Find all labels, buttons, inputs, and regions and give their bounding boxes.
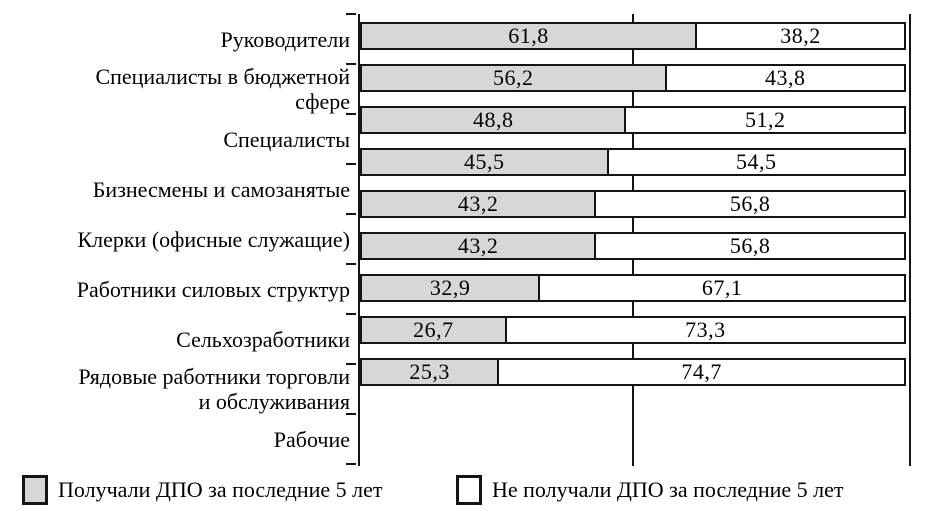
bar-segment-not-received: 54,5 bbox=[608, 149, 904, 174]
bar-segment-not-received: 51,2 bbox=[626, 108, 904, 132]
bar-value-not-received: 73,3 bbox=[685, 317, 726, 342]
bar-row: 45,5 54,5 bbox=[360, 148, 906, 176]
y-axis-tick bbox=[346, 463, 356, 465]
bar-value-received: 45,5 bbox=[464, 149, 505, 174]
bars-container: 61,8 38,2 56,2 43,8 48,8 51,2 45,5 54,5 … bbox=[360, 22, 906, 386]
y-axis-tick bbox=[346, 313, 356, 315]
legend-swatch-not-received-icon bbox=[456, 475, 482, 505]
bar-value-received: 56,2 bbox=[493, 65, 534, 90]
bar-value-not-received: 56,8 bbox=[729, 191, 771, 216]
category-label: Рабочие bbox=[273, 426, 350, 452]
legend-label-not-received: Не получали ДПО за последние 5 лет bbox=[492, 477, 844, 502]
legend-swatch-received-icon bbox=[22, 475, 48, 505]
bar-segment-received: 43,2 bbox=[362, 233, 597, 258]
bar-value-not-received: 67,1 bbox=[701, 275, 743, 300]
y-axis-tick bbox=[346, 163, 356, 165]
category-label: Работники силовых структур bbox=[76, 276, 350, 302]
bar-segment-received: 56,2 bbox=[362, 66, 667, 90]
bar-segment-not-received: 56,8 bbox=[596, 234, 904, 258]
bar-segment-received: 48,8 bbox=[362, 107, 627, 132]
category-label: Рядовые работники торговли и обслуживани… bbox=[78, 364, 350, 414]
bar-segment-not-received: 43,8 bbox=[666, 65, 904, 90]
bar-segment-received: 25,3 bbox=[362, 359, 500, 384]
category-label: Руководители bbox=[220, 26, 350, 52]
bar-segment-not-received: 73,3 bbox=[506, 317, 904, 342]
category-label: Бизнесмены и самозанятые bbox=[92, 176, 350, 202]
plot-area: 61,8 38,2 56,2 43,8 48,8 51,2 45,5 54,5 … bbox=[346, 13, 911, 466]
legend-label-received: Получали ДПО за последние 5 лет bbox=[58, 477, 383, 502]
bar-value-received: 26,7 bbox=[413, 317, 454, 342]
category-label: Клерки (офисные служащие) bbox=[77, 226, 350, 252]
bar-segment-received: 43,2 bbox=[362, 191, 597, 216]
category-label: Специалисты в бюджетной сфере bbox=[95, 64, 350, 114]
bar-row: 26,7 73,3 bbox=[360, 316, 906, 344]
bar-row: 32,9 67,1 bbox=[360, 274, 906, 302]
bar-row: 48,8 51,2 bbox=[360, 106, 906, 134]
bar-row: 43,2 56,8 bbox=[360, 232, 906, 260]
legend: Получали ДПО за последние 5 лет Не получ… bbox=[0, 474, 930, 512]
bar-value-not-received: 43,8 bbox=[765, 65, 806, 90]
bar-value-received: 61,8 bbox=[508, 23, 549, 48]
bar-value-not-received: 38,2 bbox=[780, 23, 821, 48]
bar-segment-received: 26,7 bbox=[362, 318, 507, 342]
bar-row: 43,2 56,8 bbox=[360, 190, 906, 218]
category-label: Специалисты bbox=[223, 126, 350, 152]
bar-value-received: 43,2 bbox=[457, 191, 499, 216]
legend-item-received-dpo: Получали ДПО за последние 5 лет bbox=[22, 474, 383, 506]
bar-value-not-received: 74,7 bbox=[681, 359, 722, 384]
y-axis-tick bbox=[346, 363, 356, 365]
legend-item-not-received-dpo: Не получали ДПО за последние 5 лет bbox=[456, 474, 844, 506]
bar-segment-not-received: 74,7 bbox=[499, 360, 904, 384]
bar-value-received: 32,9 bbox=[429, 275, 471, 300]
bar-row: 25,3 74,7 bbox=[360, 358, 906, 386]
bar-segment-received: 45,5 bbox=[362, 150, 609, 174]
bar-value-received: 25,3 bbox=[409, 359, 450, 384]
bar-segment-received: 61,8 bbox=[362, 24, 697, 48]
bar-value-received: 48,8 bbox=[472, 107, 514, 132]
bar-segment-not-received: 56,8 bbox=[596, 192, 904, 216]
y-axis-tick bbox=[346, 413, 356, 415]
y-axis-line bbox=[346, 13, 360, 466]
bar-row: 61,8 38,2 bbox=[360, 22, 906, 50]
category-label: Сельхозработники bbox=[176, 326, 350, 352]
bar-value-not-received: 56,8 bbox=[729, 233, 771, 258]
y-axis-tick bbox=[346, 213, 356, 215]
category-axis-labels: Руководители Специалисты в бюджетной сфе… bbox=[0, 14, 350, 464]
bar-segment-not-received: 38,2 bbox=[696, 23, 904, 48]
y-axis-tick bbox=[346, 113, 356, 115]
bar-value-received: 43,2 bbox=[457, 233, 499, 258]
bar-value-not-received: 51,2 bbox=[744, 107, 786, 132]
y-axis-tick bbox=[346, 263, 356, 265]
bar-segment-received: 32,9 bbox=[362, 275, 541, 300]
y-axis-tick bbox=[346, 13, 356, 15]
bar-row: 56,2 43,8 bbox=[360, 64, 906, 92]
bar-value-not-received: 54,5 bbox=[736, 149, 777, 174]
gridline-100-percent bbox=[909, 14, 911, 466]
y-axis-tick bbox=[346, 63, 356, 65]
bar-segment-not-received: 67,1 bbox=[540, 276, 904, 300]
